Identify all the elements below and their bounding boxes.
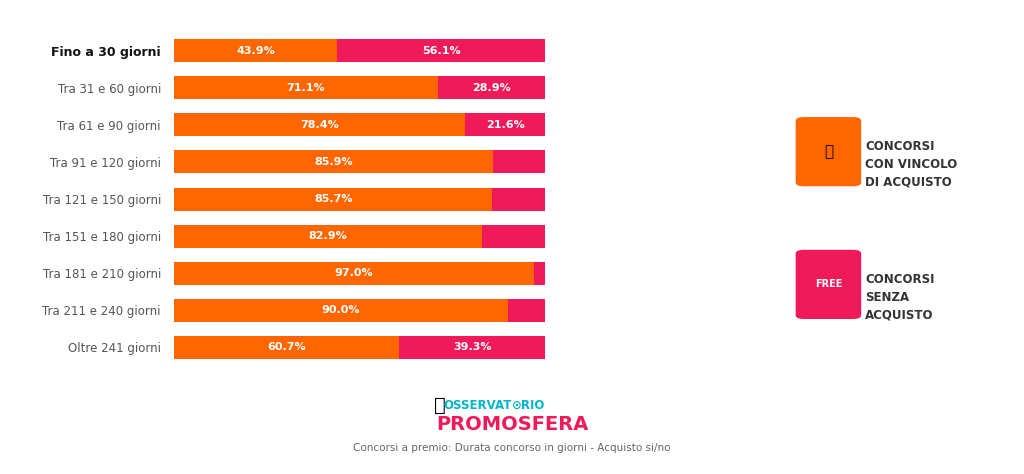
Bar xyxy=(482,225,545,248)
Text: 85.9%: 85.9% xyxy=(314,157,353,167)
Bar xyxy=(337,39,545,62)
Text: OSSERVAT: OSSERVAT xyxy=(443,399,512,412)
Bar xyxy=(174,39,337,62)
Text: 71.1%: 71.1% xyxy=(287,83,326,93)
Bar xyxy=(174,299,508,322)
Bar xyxy=(174,113,465,137)
Bar xyxy=(465,113,545,137)
Bar xyxy=(174,336,399,359)
Text: PROMOSFERA: PROMOSFERA xyxy=(436,415,588,434)
Text: 85.7%: 85.7% xyxy=(314,194,352,204)
Text: 39.3%: 39.3% xyxy=(453,342,492,353)
Bar xyxy=(438,76,545,99)
Text: 21.6%: 21.6% xyxy=(485,120,524,130)
Text: FREE: FREE xyxy=(815,279,842,290)
Text: 56.1%: 56.1% xyxy=(422,46,461,56)
Bar xyxy=(399,336,545,359)
Text: Concorsi a premio: Durata concorso in giorni - Acquisto si/no: Concorsi a premio: Durata concorso in gi… xyxy=(353,443,671,453)
Bar xyxy=(174,76,438,99)
Text: 43.9%: 43.9% xyxy=(237,46,274,56)
Text: ⊙RIO: ⊙RIO xyxy=(512,399,546,412)
Text: 90.0%: 90.0% xyxy=(322,305,360,315)
Bar xyxy=(493,150,545,173)
Text: 78.4%: 78.4% xyxy=(300,120,339,130)
Bar xyxy=(493,188,545,210)
Bar xyxy=(174,262,535,285)
Bar xyxy=(508,299,545,322)
Bar xyxy=(174,225,482,248)
Text: 97.0%: 97.0% xyxy=(335,268,374,278)
Text: CONCORSI
SENZA
ACQUISTO: CONCORSI SENZA ACQUISTO xyxy=(865,273,935,321)
Text: 60.7%: 60.7% xyxy=(267,342,306,353)
Text: 🛒: 🛒 xyxy=(824,144,833,159)
Text: CONCORSI
CON VINCOLO
DI ACQUISTO: CONCORSI CON VINCOLO DI ACQUISTO xyxy=(865,140,957,189)
Bar xyxy=(535,262,545,285)
Bar xyxy=(174,188,493,210)
Text: 82.9%: 82.9% xyxy=(308,231,347,241)
Text: 28.9%: 28.9% xyxy=(472,83,511,93)
Text: 🌍: 🌍 xyxy=(434,396,446,415)
Bar xyxy=(174,150,493,173)
